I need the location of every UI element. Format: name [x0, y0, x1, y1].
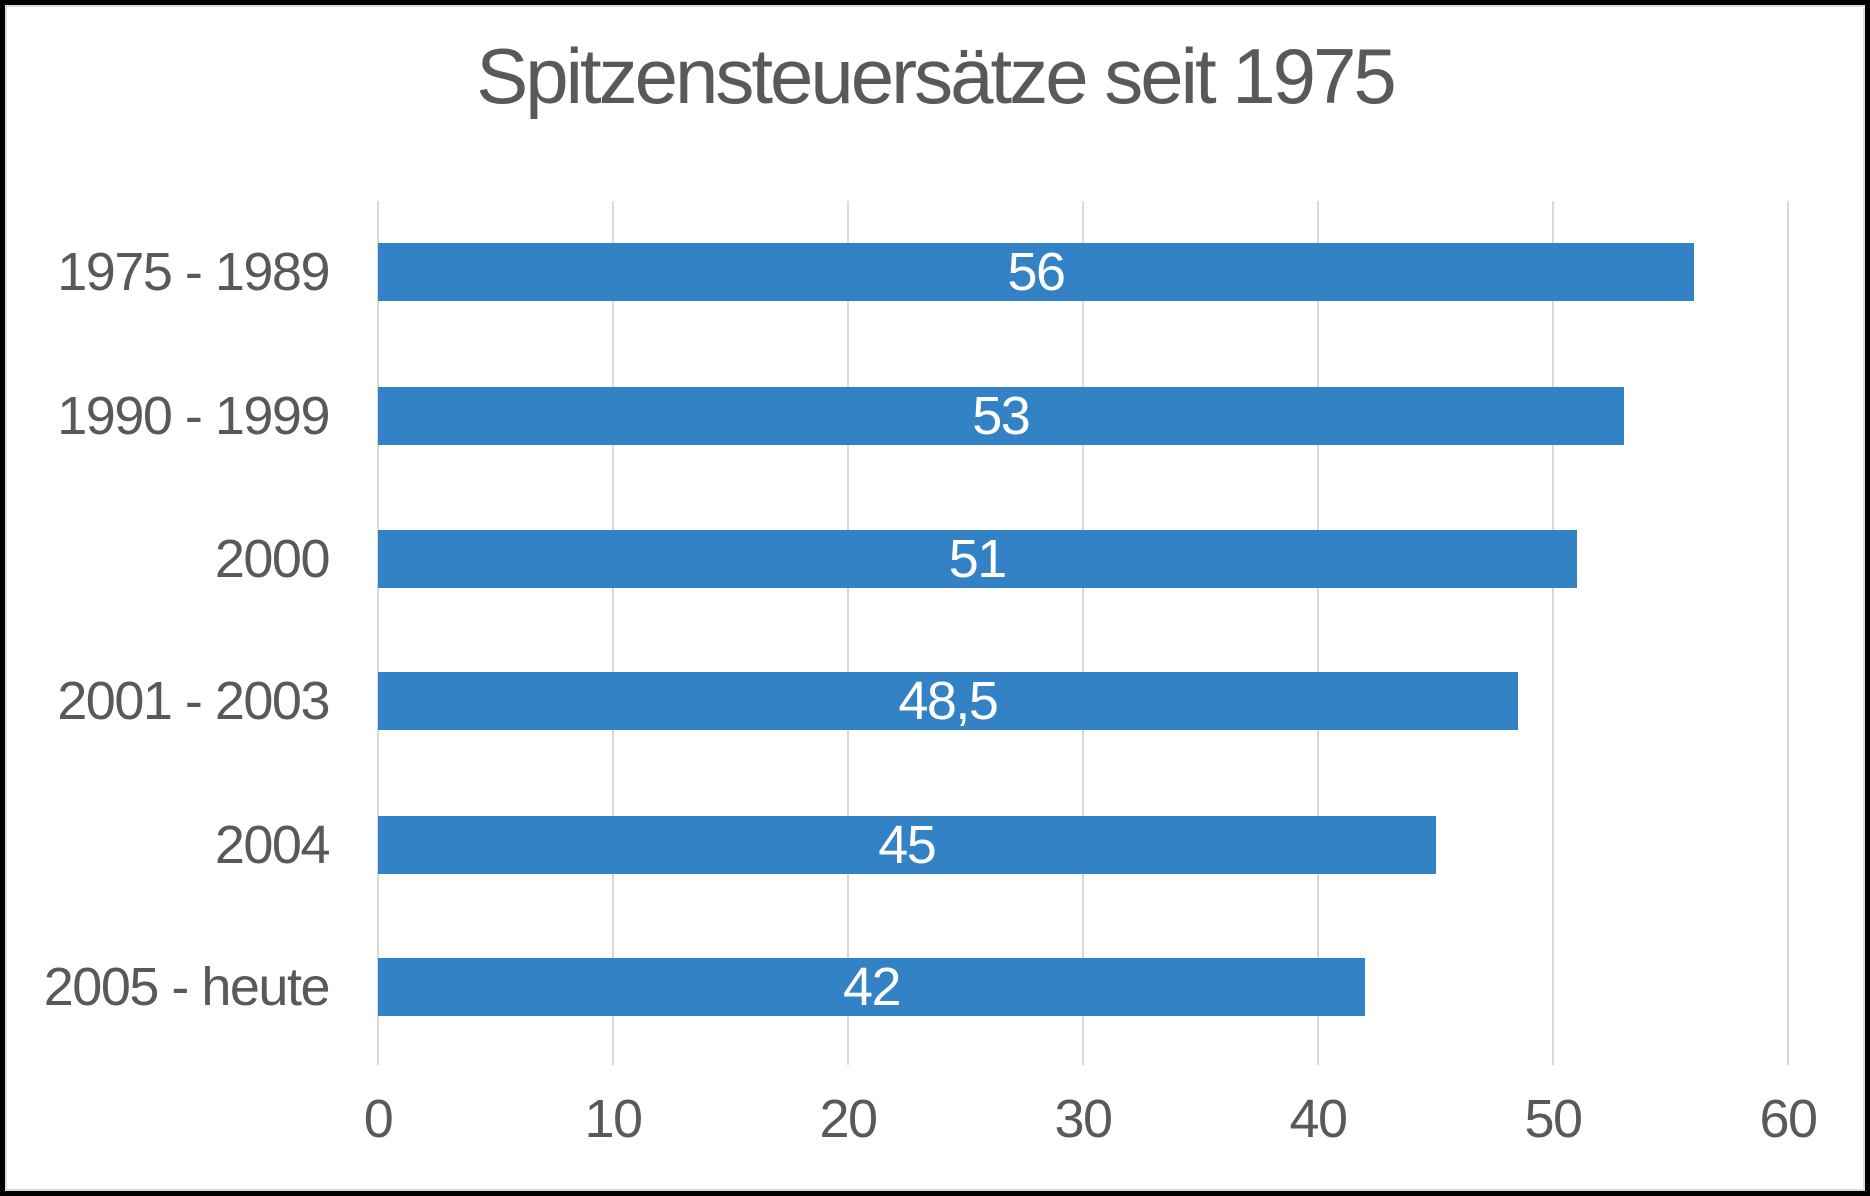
category-label: 2000 [214, 528, 331, 589]
gridline [612, 201, 614, 1065]
category-label: 2004 [214, 814, 331, 875]
bar: 48,5 [378, 671, 1518, 732]
x-tick-label: 10 [584, 1089, 643, 1149]
x-tick-label: 50 [1524, 1089, 1583, 1149]
gridline [1317, 201, 1319, 1065]
x-tick-label: 60 [1759, 1089, 1818, 1149]
bar: 51 [378, 528, 1577, 589]
bar-value-label: 56 [1007, 242, 1066, 303]
bar-value-label: 51 [948, 528, 1008, 589]
gridline [847, 201, 849, 1065]
category-label: 1975 - 1989 [57, 242, 330, 303]
chart-title: Spitzensteuersätze seit 1975 [476, 32, 1397, 120]
bar: 56 [378, 242, 1694, 303]
category-label: 2005 - heute [43, 957, 331, 1018]
gridline [1082, 201, 1084, 1065]
category-axis: 1975 - 1989 1990 - 1999 2000 2001 - 2003 200… [5, 201, 331, 1059]
x-tick-label: 0 [363, 1089, 394, 1149]
x-tick-label: 30 [1054, 1089, 1113, 1149]
gridline [1552, 201, 1554, 1065]
category-label: 1990 - 1999 [57, 385, 330, 446]
gridline [1787, 201, 1789, 1065]
bar-value-label: 53 [972, 385, 1031, 446]
bar-value-label: 48,5 [898, 671, 999, 732]
x-tick-label: 20 [819, 1089, 878, 1149]
bar: 53 [378, 385, 1624, 446]
plot-area: 56 53 51 48,5 45 42 [377, 201, 1789, 1065]
bar-value-label: 42 [842, 957, 902, 1018]
x-tick-label: 40 [1289, 1089, 1348, 1149]
bar: 45 [378, 814, 1436, 875]
gridline [377, 201, 379, 1065]
category-label: 2001 - 2003 [57, 671, 330, 732]
bar-value-label: 45 [878, 814, 937, 875]
value-axis: 0 10 20 30 40 50 60 [364, 1087, 1818, 1157]
bar: 42 [378, 957, 1365, 1018]
